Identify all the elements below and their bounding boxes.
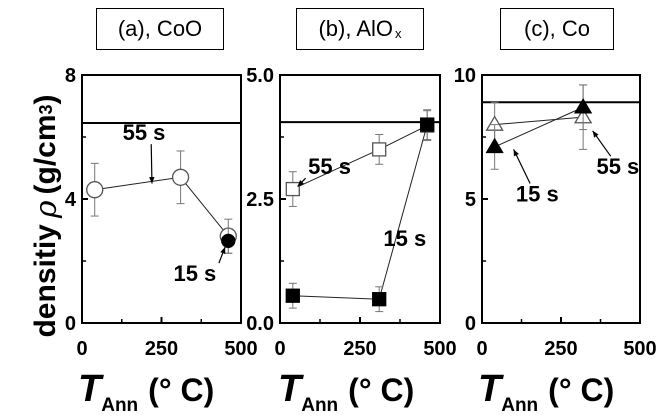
x-tick-label-c-0: 0 (476, 338, 487, 360)
y-axis-label-symbol: ρ (28, 200, 64, 219)
y-axis-label-unit-close: ) (29, 94, 62, 105)
x-axis-subscript-b: Ann (301, 395, 339, 416)
data-point-b-15s-1 (372, 292, 387, 307)
annotation-c-0: 15 s (516, 181, 559, 206)
annotation-a-1: 15 s (173, 261, 216, 286)
data-point-a-55s-1 (171, 168, 190, 186)
panel-title-b: (b), AlO x (296, 8, 424, 50)
panel-title-a-text: (a), CoO (117, 16, 203, 41)
x-tick-label-b-2: 500 (423, 338, 456, 360)
x-axis-symbol-c: T (478, 368, 502, 410)
y-tick-label-b-0: 0.0 (246, 313, 274, 335)
panel-c: 0 250 500 0 5 10 15 s 55 s (454, 65, 657, 360)
x-tick-label-c-1: 250 (544, 338, 577, 360)
x-axis-label-a: T Ann (° C) (78, 368, 214, 418)
y-axis-label: densitiy ρ (g/cm 3) (26, 94, 66, 337)
panel-title-b-subscript: x (395, 25, 402, 41)
x-axis-label-b: T Ann (° C) (278, 368, 414, 418)
annotation-arrowhead-b-0 (297, 180, 305, 187)
data-point-c-15s-0 (485, 137, 504, 154)
annotation-b-0: 55 s (308, 154, 351, 179)
y-axis-label-unit-exponent: 3 (35, 104, 56, 115)
x-axis-subscript-c: Ann (501, 395, 539, 416)
annotation-arrowhead-a-0 (149, 177, 155, 184)
y-tick-label-b-1: 2.5 (246, 189, 274, 211)
annotation-c-1: 55 s (596, 154, 639, 179)
x-axis-unit-a: (° C) (148, 372, 215, 408)
x-tick-label-a-1: 250 (145, 338, 178, 360)
plot-frame-a (81, 74, 242, 324)
series-line-c-55s (494, 116, 584, 126)
annotation-arrowhead-c-0 (513, 149, 519, 157)
series-line-b-15s (292, 124, 428, 300)
x-tick-label-b-1: 250 (343, 338, 376, 360)
panel-title-a: (a), CoO (96, 8, 224, 50)
x-axis-subscript-a: Ann (101, 395, 139, 416)
y-tick-label-a-0: 0 (65, 313, 76, 335)
x-tick-label-a-2: 500 (224, 338, 257, 360)
data-point-b-15s-0 (285, 288, 300, 303)
annotation-arrowhead-c-1 (592, 130, 599, 138)
panel-title-c-text: (c), Co (524, 16, 590, 41)
data-point-b-55s-0 (285, 181, 300, 197)
data-point-a-55s-0 (86, 181, 104, 199)
y-axis-label-prefix: densitiy (29, 224, 62, 338)
x-tick-label-a-0: 0 (76, 338, 87, 360)
x-axis-unit-b: (° C) (348, 372, 415, 408)
y-tick-label-a-1: 4 (65, 189, 77, 211)
series-line-c-15s (494, 106, 584, 148)
x-tick-label-c-2: 500 (623, 338, 656, 360)
x-axis-symbol-b: T (278, 368, 302, 410)
panel-a: 0 250 500 0 4 8 55 s 15 s (65, 65, 258, 360)
x-axis-unit-c: (° C) (548, 372, 615, 408)
annotation-b-1: 15 s (383, 226, 426, 251)
annotation-a-0: 55 s (123, 120, 166, 145)
y-tick-label-a-2: 8 (65, 65, 76, 87)
panel-title-b-text: (b), AlO (318, 16, 394, 41)
data-point-c-15s-1 (573, 97, 593, 114)
data-point-a-15s-0 (221, 233, 236, 249)
panel-title-c: (c), Co (500, 8, 614, 50)
x-tick-label-b-0: 0 (274, 338, 285, 360)
annotation-arrowhead-a-1 (220, 247, 226, 255)
data-point-b-55s-1 (372, 142, 387, 157)
annotation-arrow-a-0 (150, 144, 153, 184)
y-tick-label-c-1: 5 (465, 189, 476, 211)
data-point-b-15s-2 (420, 117, 435, 132)
plot-frame-c (481, 74, 641, 324)
series-line-a-55s (94, 176, 229, 237)
y-tick-label-c-2: 10 (454, 65, 476, 87)
panel-b: 0 250 500 0.0 2.5 5.0 55 s 15 s (246, 65, 457, 360)
y-axis-label-unit: (g/cm (29, 114, 62, 195)
y-tick-label-b-2: 5.0 (246, 65, 274, 87)
x-axis-symbol-a: T (78, 368, 102, 410)
plot-frame-b (279, 74, 441, 324)
y-tick-label-c-0: 0 (465, 313, 476, 335)
x-axis-label-c: T Ann (° C) (478, 368, 614, 418)
